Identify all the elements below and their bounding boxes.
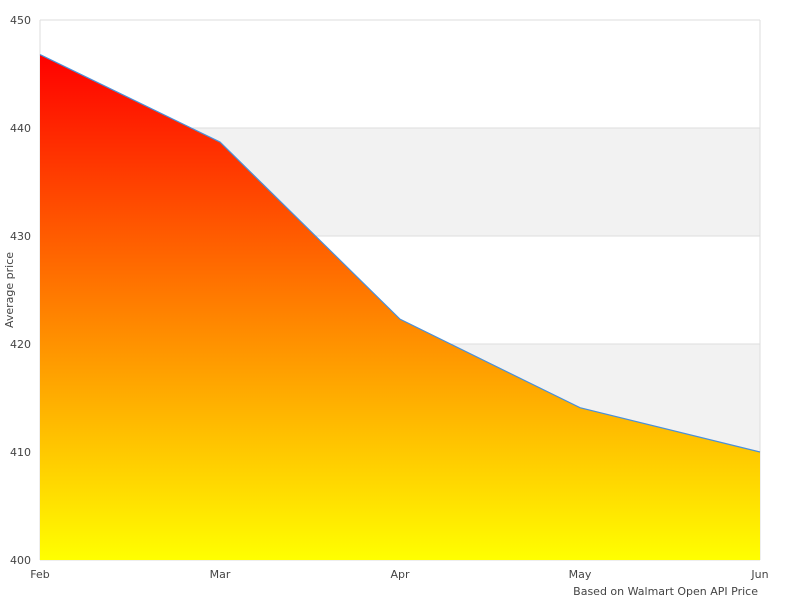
y-tick-label: 420 xyxy=(10,338,31,351)
x-tick-label: Apr xyxy=(390,568,410,581)
y-axis-label: Average price xyxy=(3,252,16,328)
y-tick-label: 430 xyxy=(10,230,31,243)
x-tick-label: Jun xyxy=(750,568,768,581)
x-axis-label: Based on Walmart Open API Price xyxy=(573,585,758,598)
y-tick-label: 440 xyxy=(10,122,31,135)
x-tick-label: Mar xyxy=(210,568,231,581)
y-tick-label: 410 xyxy=(10,446,31,459)
y-tick-label: 400 xyxy=(10,554,31,567)
y-tick-label: 450 xyxy=(10,14,31,27)
x-tick-label: May xyxy=(569,568,592,581)
x-tick-label: Feb xyxy=(30,568,49,581)
series-area xyxy=(40,54,760,561)
